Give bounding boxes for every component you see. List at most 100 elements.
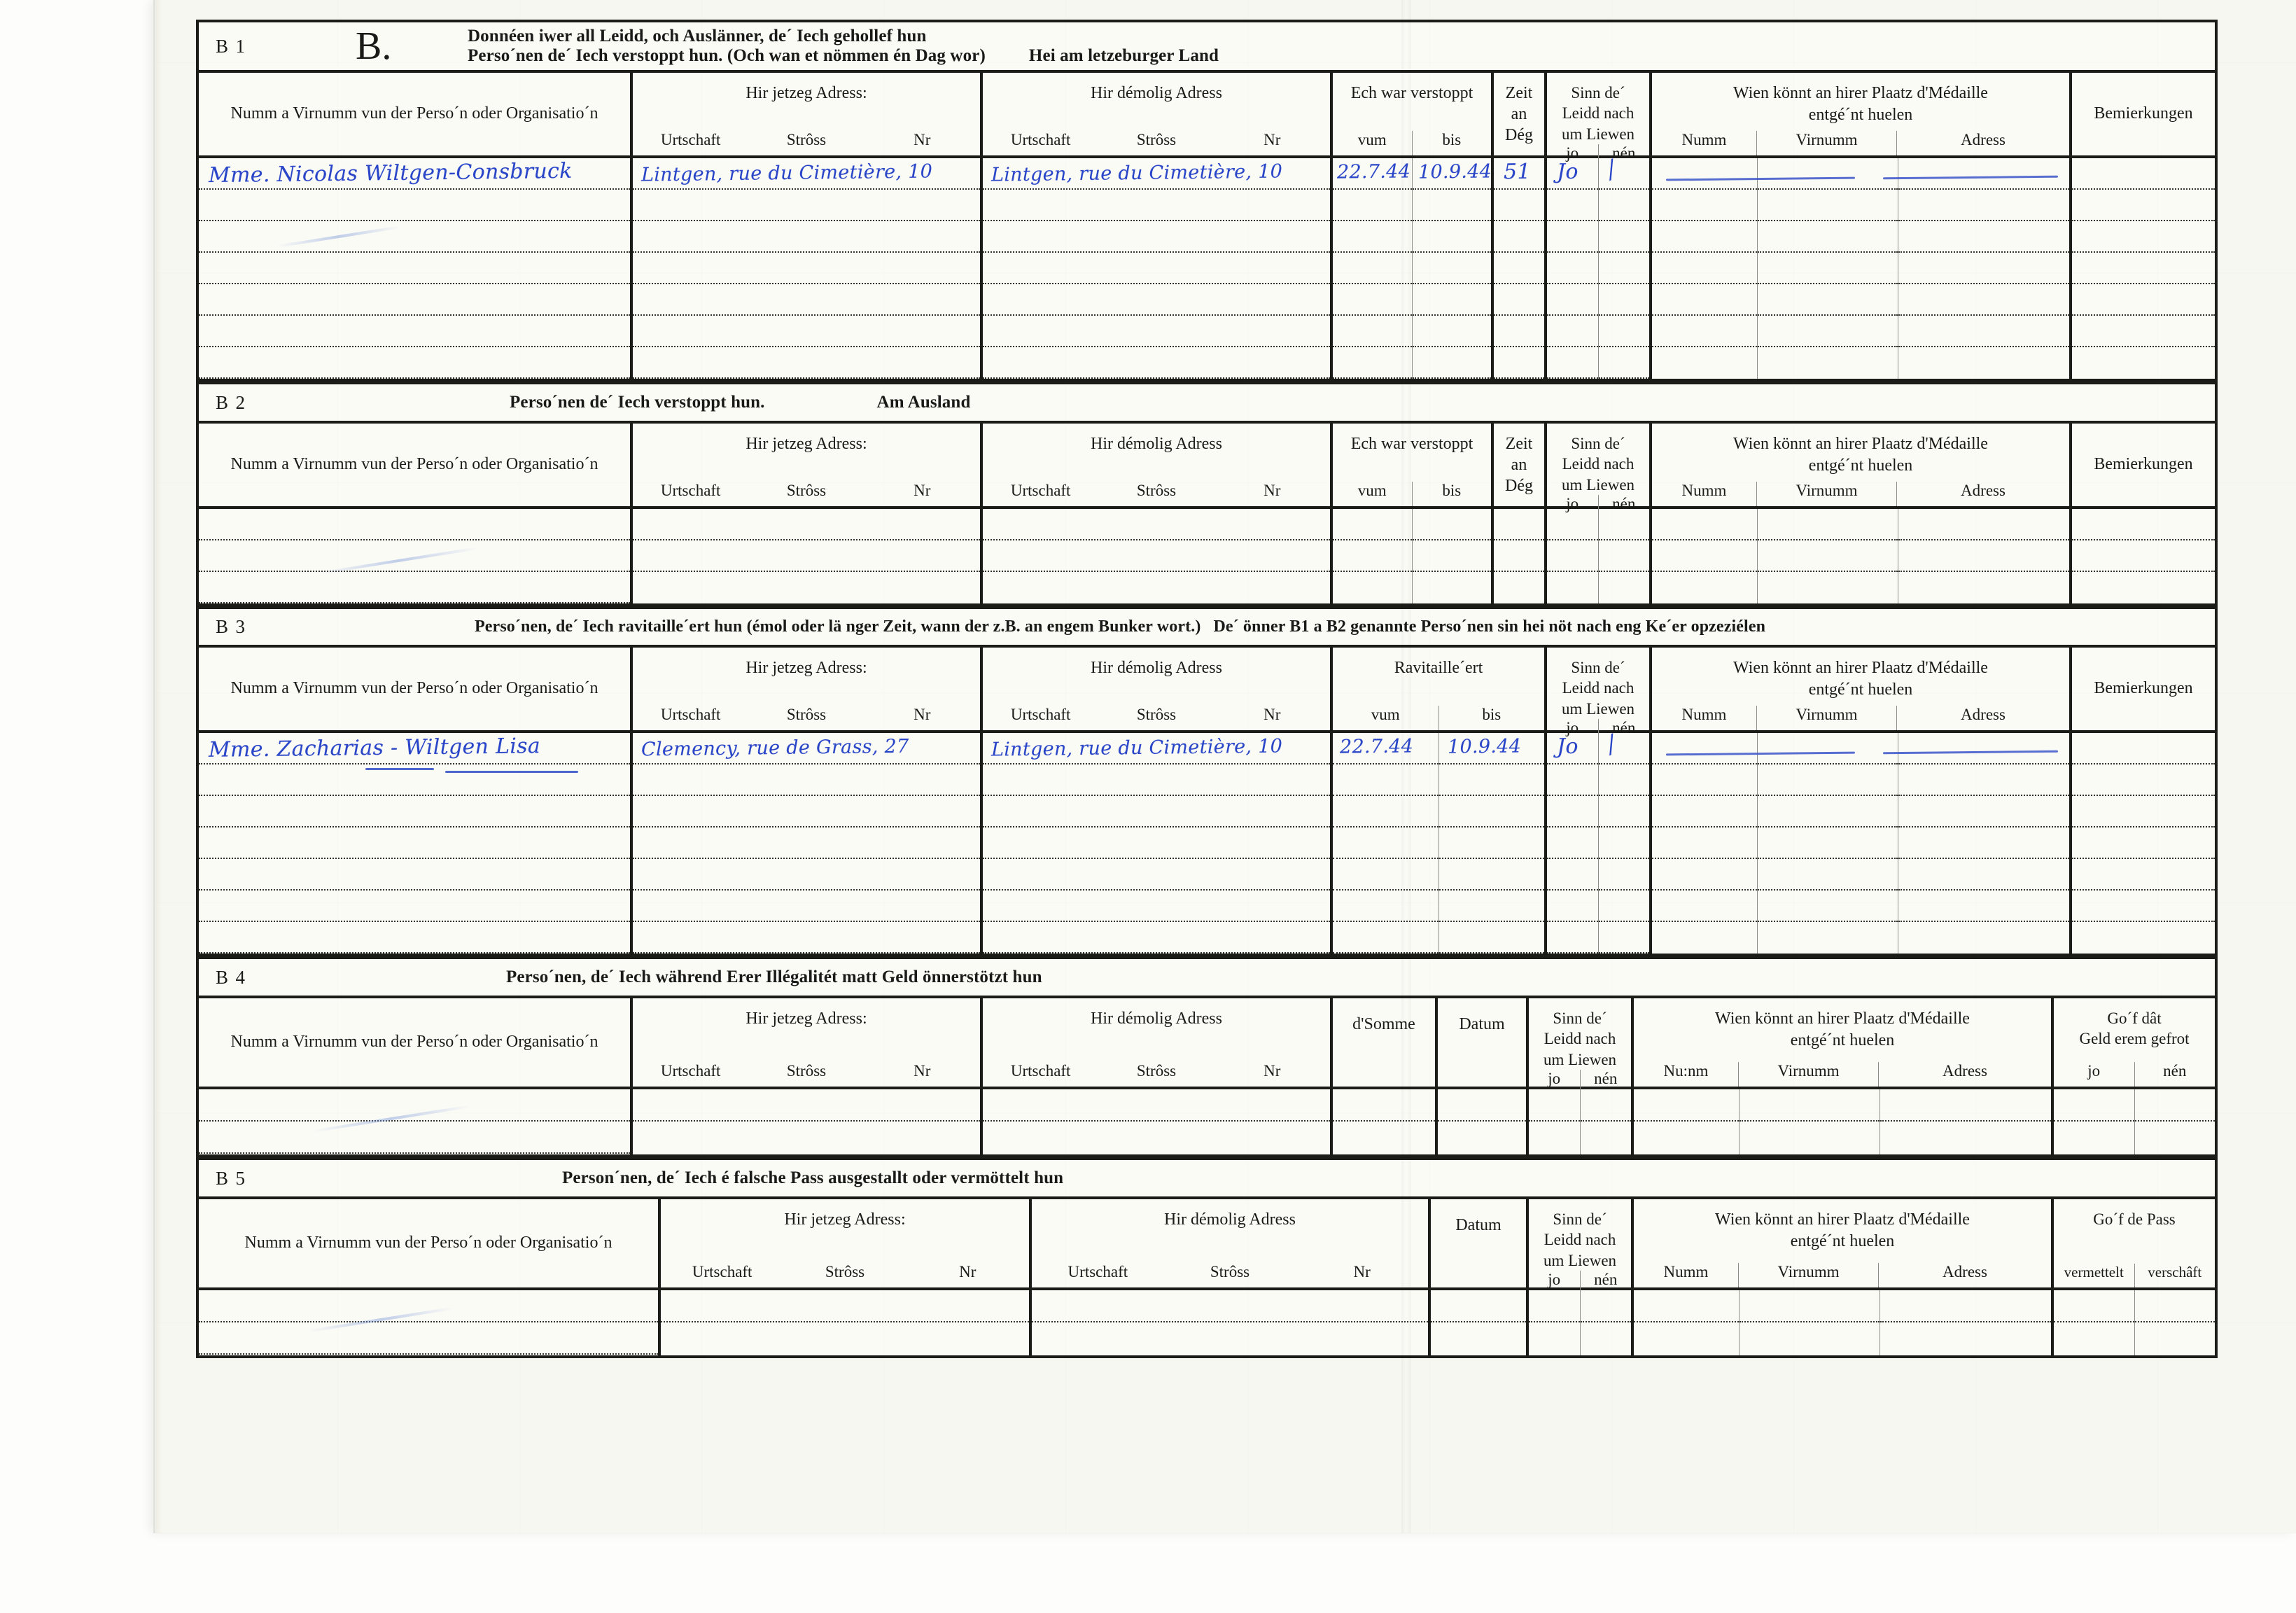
header-vum: vum bbox=[1333, 131, 1413, 155]
header-urtschaft2-b3: Urtschaft bbox=[1010, 706, 1071, 723]
header-hidden-when-b2: Ech war verstoppt bbox=[1350, 435, 1474, 453]
header-sinn-leidd-b4: Sinn de´ Leidd nach um Liewen bbox=[1543, 1010, 1617, 1068]
b3-entry-jo[interactable]: Jo bbox=[1556, 734, 1578, 760]
header-name-col-b5: Numm a Virnumm vun der Perso´n oder Orga… bbox=[244, 1234, 612, 1252]
b3-name-underline-1 bbox=[365, 768, 434, 770]
header-nr-b2: Nr bbox=[913, 482, 931, 499]
header-urtschaft: Urtschaft bbox=[660, 131, 721, 148]
header-medal: Wien könnt an hirer Plaatz d'Médaille en… bbox=[1733, 84, 1988, 124]
b3-entry-vum[interactable]: 22.7.44 bbox=[1339, 735, 1414, 758]
header-medal-b3: Wien könnt an hirer Plaatz d'Médaille en… bbox=[1733, 659, 1988, 699]
header-addr-now: Hir jetzeg Adress: bbox=[746, 84, 867, 102]
header-urtschaft-b2: Urtschaft bbox=[660, 482, 721, 499]
b2-entry-rows bbox=[199, 509, 2215, 606]
header-gof-dat: Go´f dât Geld erem gefrot bbox=[2079, 1010, 2190, 1048]
header-nen-b2: nén bbox=[1612, 495, 1636, 513]
header-urtschaft2-b5: Urtschaft bbox=[1068, 1263, 1128, 1280]
b2-heading: Perso´nen de´ Iech verstoppt hun. Am Aus… bbox=[510, 393, 971, 412]
header-name-col: Numm a Virnumm vun der Perso´n oder Orga… bbox=[230, 104, 598, 123]
section-header-b5: B 5 Person´nen, de´ Iech é falsche Pass … bbox=[199, 1157, 2215, 1199]
header-urtschaft-b3: Urtschaft bbox=[660, 706, 721, 723]
header-medal-adress-b3: Adress bbox=[1961, 706, 2005, 723]
header-nr2-b2: Nr bbox=[1264, 482, 1281, 499]
header-vum-b2: vum bbox=[1333, 482, 1413, 506]
header-stross-b3: Strôss bbox=[786, 706, 827, 723]
header-verschaft: verschâft bbox=[2148, 1264, 2202, 1280]
section-header-b3: B 3 Perso´nen, de´ Iech ravitaille´ert h… bbox=[199, 606, 2215, 648]
section-code-b1: B 1 bbox=[216, 35, 246, 57]
header-stross2-b4: Strôss bbox=[1136, 1062, 1177, 1080]
section-code-b2: B 2 bbox=[216, 391, 246, 413]
b5-column-headers: Numm a Virnumm vun der Perso´n oder Orga… bbox=[199, 1199, 2215, 1296]
b4-heading: Perso´nen, de´ Iech während Erer Illégal… bbox=[506, 968, 1042, 986]
header-jo-b5: jo bbox=[1529, 1271, 1581, 1296]
b4-column-headers: Numm a Virnumm vun der Perso´n oder Orga… bbox=[199, 998, 2215, 1095]
header-medal-b2: Wien könnt an hirer Plaatz d'Médaille en… bbox=[1733, 435, 1988, 475]
b3-entry-bis[interactable]: 10.9.44 bbox=[1447, 735, 1522, 758]
header-stross-b4: Strôss bbox=[786, 1062, 827, 1080]
b3-entry-addr-then[interactable]: Lintgen, rue du Cimetière, 10 bbox=[990, 735, 1283, 761]
b1-entry-addr-then[interactable]: Lintgen, rue du Cimetière, 10 bbox=[990, 160, 1283, 186]
header-medal-virnumm: Virnumm bbox=[1757, 131, 1897, 155]
header-nen-b3: nén bbox=[1612, 719, 1636, 737]
header-hidden-when: Ech war verstoppt bbox=[1350, 84, 1474, 102]
header-stross-b5: Strôss bbox=[825, 1263, 865, 1280]
section-header-b2: B 2 Perso´nen de´ Iech verstoppt hun. Am… bbox=[199, 382, 2215, 424]
header-medal-numm-b3: Numm bbox=[1652, 706, 1757, 730]
header-nr2-b3: Nr bbox=[1264, 706, 1281, 723]
header-sinn-leidd-b3: Sinn de´ Leidd nach um Liewen bbox=[1561, 659, 1635, 718]
header-name-col-b2: Numm a Virnumm vun der Perso´n oder Orga… bbox=[230, 455, 598, 474]
b3-entry-rows: Mme. Zacharias - Wiltgen Lisa Clemency, … bbox=[199, 729, 2215, 956]
b1-entry-addr-now[interactable]: Lintgen, rue du Cimetière, 10 bbox=[640, 160, 933, 186]
header-addr-now-b3: Hir jetzeg Adress: bbox=[746, 659, 867, 677]
header-stross2-b5: Strôss bbox=[1210, 1263, 1250, 1280]
header-stross2-b2: Strôss bbox=[1136, 482, 1177, 499]
header-sinn-leidd-b5: Sinn de´ Leidd nach um Liewen bbox=[1543, 1210, 1617, 1269]
b3-column-headers: Numm a Virnumm vun der Perso´n oder Orga… bbox=[199, 648, 2215, 744]
header-vermettelt: vermettelt bbox=[2054, 1264, 2135, 1287]
header-nr2-b4: Nr bbox=[1264, 1062, 1281, 1080]
b1-entry-name[interactable]: Mme. Nicolas Wiltgen-Consbruck bbox=[208, 158, 573, 188]
b1-entry-days[interactable]: 51 bbox=[1503, 159, 1531, 185]
b3-name-underline-2 bbox=[445, 771, 578, 773]
header-medal-virnumm-b2: Virnumm bbox=[1757, 482, 1897, 506]
section-code-b4: B 4 bbox=[216, 966, 246, 988]
header-medal-virnumm-b3: Virnumm bbox=[1757, 706, 1897, 730]
header-jo: jo bbox=[1547, 144, 1599, 169]
header-stross2: Strôss bbox=[1136, 131, 1177, 148]
header-medal-adress: Adress bbox=[1961, 131, 2005, 148]
header-nen-gof: nén bbox=[2163, 1062, 2187, 1080]
header-nr2-b5: Nr bbox=[1353, 1263, 1371, 1280]
b3-entry-addr-now[interactable]: Clemency, rue de Grass, 27 bbox=[640, 735, 909, 761]
header-bemierkungen: Bemierkungen bbox=[2094, 104, 2193, 123]
header-bis: bis bbox=[1442, 131, 1462, 148]
header-datum-b4: Datum bbox=[1459, 1015, 1505, 1033]
header-nen-b5: nén bbox=[1594, 1271, 1618, 1289]
header-bemierkungen-b3: Bemierkungen bbox=[2094, 679, 2193, 698]
b1-column-headers: Numm a Virnumm vun der Perso´n oder Orga… bbox=[199, 73, 2215, 169]
header-medal-virnumm-b4: Virnumm bbox=[1739, 1062, 1879, 1087]
b1-entry-vum[interactable]: 22.7.44 bbox=[1336, 160, 1411, 183]
header-addr-then-b5: Hir démolig Adress bbox=[1164, 1210, 1296, 1229]
header-medal-adress-b5: Adress bbox=[1942, 1263, 1987, 1280]
b1-entry-jo[interactable]: Jo bbox=[1556, 159, 1578, 185]
header-bis-b2: bis bbox=[1442, 482, 1462, 499]
section-code-b5: B 5 bbox=[216, 1167, 246, 1189]
header-sinn-leidd: Sinn de´ Leidd nach um Liewen bbox=[1561, 84, 1635, 143]
header-bemierkungen-b2: Bemierkungen bbox=[2094, 455, 2193, 474]
header-jo-gof: jo bbox=[2054, 1062, 2135, 1087]
header-addr-then-b4: Hir démolig Adress bbox=[1091, 1010, 1222, 1028]
header-stross: Strôss bbox=[786, 131, 827, 148]
b3-entry-name[interactable]: Mme. Zacharias - Wiltgen Lisa bbox=[208, 734, 541, 762]
header-nr-b4: Nr bbox=[913, 1062, 931, 1080]
header-nen-b4: nén bbox=[1594, 1070, 1618, 1088]
header-nen: nén bbox=[1612, 144, 1636, 162]
header-medal-numm: Numm bbox=[1652, 131, 1757, 155]
header-datum-b5: Datum bbox=[1455, 1216, 1502, 1234]
b1-entry-bis[interactable]: 10.9.44 bbox=[1418, 160, 1492, 183]
header-ravitaille: Ravitaille´ert bbox=[1394, 659, 1483, 677]
header-medal-virnumm-b5: Virnumm bbox=[1739, 1263, 1879, 1287]
b2-column-headers: Numm a Virnumm vun der Perso´n oder Orga… bbox=[199, 424, 2215, 520]
header-medal-b4: Wien könnt an hirer Plaatz d'Médaille en… bbox=[1715, 1010, 1970, 1049]
header-urtschaft2: Urtschaft bbox=[1010, 131, 1071, 148]
